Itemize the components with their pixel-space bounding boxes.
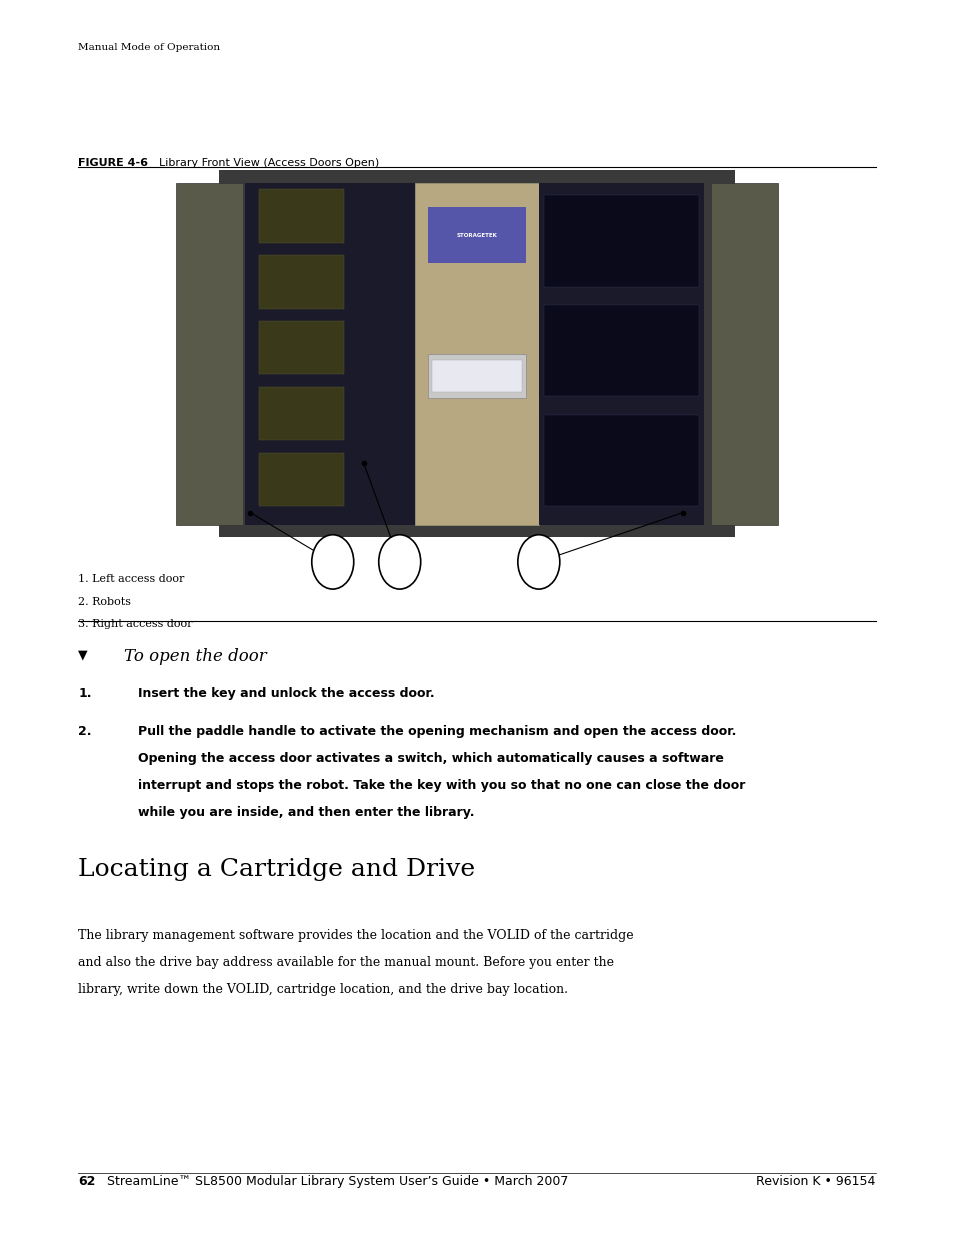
- Text: 2.: 2.: [78, 725, 91, 739]
- Text: Insert the key and unlock the access door.: Insert the key and unlock the access doo…: [138, 687, 435, 700]
- Bar: [259, 321, 344, 374]
- Text: Revision K • 96154: Revision K • 96154: [756, 1174, 875, 1188]
- Text: library, write down the VOLID, cartridge location, and the drive bay location.: library, write down the VOLID, cartridge…: [78, 983, 568, 997]
- Bar: [259, 453, 344, 506]
- Text: and also the drive bay address available for the manual mount. Before you enter : and also the drive bay address available…: [78, 956, 614, 969]
- Bar: [427, 354, 526, 398]
- Text: Locating a Cartridge and Drive: Locating a Cartridge and Drive: [78, 858, 475, 882]
- Text: The library management software provides the location and the VOLID of the cartr: The library management software provides…: [78, 929, 633, 942]
- Text: 1. Left access door: 1. Left access door: [78, 574, 185, 584]
- Text: ▼: ▼: [78, 648, 88, 662]
- Text: 1.: 1.: [78, 687, 91, 700]
- Text: Opening the access door activates a switch, which automatically causes a softwar: Opening the access door activates a swit…: [138, 752, 723, 766]
- Text: To open the door: To open the door: [124, 648, 267, 666]
- Bar: [415, 183, 538, 525]
- Bar: [710, 183, 777, 525]
- Bar: [543, 415, 699, 506]
- Text: 3. Right access door: 3. Right access door: [78, 619, 193, 629]
- Text: StreamLine™ SL8500 Modular Library System User’s Guide • March 2007: StreamLine™ SL8500 Modular Library Syste…: [107, 1174, 568, 1188]
- Text: 62: 62: [78, 1174, 95, 1188]
- FancyBboxPatch shape: [219, 170, 734, 537]
- Text: Manual Mode of Operation: Manual Mode of Operation: [78, 43, 220, 52]
- Bar: [176, 183, 243, 525]
- Circle shape: [378, 535, 420, 589]
- Bar: [432, 361, 521, 391]
- Bar: [538, 183, 703, 525]
- Text: Pull the paddle handle to activate the opening mechanism and open the access doo: Pull the paddle handle to activate the o…: [138, 725, 736, 739]
- Text: while you are inside, and then enter the library.: while you are inside, and then enter the…: [138, 806, 475, 820]
- Bar: [259, 254, 344, 309]
- Text: FIGURE 4-6: FIGURE 4-6: [78, 158, 148, 168]
- Bar: [259, 189, 344, 242]
- Text: STORAGETEK: STORAGETEK: [456, 232, 497, 238]
- Text: Library Front View (Access Doors Open): Library Front View (Access Doors Open): [159, 158, 379, 168]
- Circle shape: [312, 535, 354, 589]
- Bar: [245, 183, 415, 525]
- Bar: [427, 207, 526, 263]
- Bar: [543, 305, 699, 396]
- Bar: [543, 195, 699, 287]
- Text: 2. Robots: 2. Robots: [78, 597, 132, 606]
- Text: interrupt and stops the robot. Take the key with you so that no one can close th: interrupt and stops the robot. Take the …: [138, 779, 745, 793]
- Circle shape: [517, 535, 559, 589]
- Bar: [259, 387, 344, 441]
